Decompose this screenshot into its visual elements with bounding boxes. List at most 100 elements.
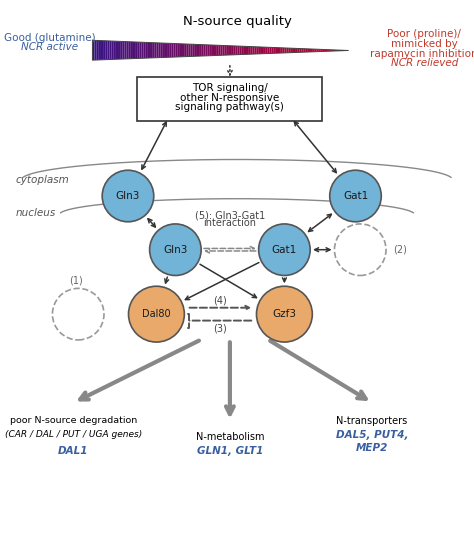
Polygon shape <box>237 46 240 55</box>
Polygon shape <box>308 49 310 52</box>
Polygon shape <box>192 44 195 56</box>
Polygon shape <box>146 42 148 58</box>
Polygon shape <box>137 42 139 59</box>
FancyBboxPatch shape <box>137 77 322 121</box>
Polygon shape <box>118 41 120 59</box>
Polygon shape <box>314 49 316 52</box>
Text: N-metabolism: N-metabolism <box>196 432 264 442</box>
Text: NCR relieved: NCR relieved <box>391 59 458 68</box>
Polygon shape <box>186 44 189 56</box>
Polygon shape <box>158 43 161 57</box>
Polygon shape <box>182 44 184 57</box>
Polygon shape <box>257 47 259 54</box>
Polygon shape <box>259 47 261 54</box>
Ellipse shape <box>102 170 154 222</box>
Polygon shape <box>310 49 312 52</box>
Polygon shape <box>216 45 218 55</box>
Polygon shape <box>293 48 295 53</box>
Polygon shape <box>331 50 333 51</box>
Polygon shape <box>135 42 137 59</box>
Polygon shape <box>242 46 244 54</box>
Polygon shape <box>244 46 246 54</box>
Polygon shape <box>161 43 163 57</box>
Ellipse shape <box>256 286 312 342</box>
Polygon shape <box>336 50 338 51</box>
Polygon shape <box>255 47 257 54</box>
Polygon shape <box>114 41 116 60</box>
Polygon shape <box>316 49 319 52</box>
Text: Poor (proline)/: Poor (proline)/ <box>387 30 461 39</box>
Text: other N-responsive: other N-responsive <box>180 93 280 103</box>
Ellipse shape <box>259 224 310 275</box>
Polygon shape <box>133 42 135 59</box>
Polygon shape <box>148 42 150 58</box>
Polygon shape <box>261 47 263 54</box>
Polygon shape <box>210 45 212 56</box>
Polygon shape <box>191 44 192 56</box>
Text: Gln3: Gln3 <box>163 245 188 255</box>
Polygon shape <box>144 42 146 58</box>
Text: Gat1: Gat1 <box>272 245 297 255</box>
Polygon shape <box>220 46 223 55</box>
Text: Good (glutamine): Good (glutamine) <box>4 33 96 42</box>
Polygon shape <box>107 41 109 60</box>
Polygon shape <box>163 43 165 57</box>
Polygon shape <box>152 42 155 58</box>
Text: poor N-source degradation: poor N-source degradation <box>10 416 137 425</box>
Polygon shape <box>233 46 236 55</box>
Polygon shape <box>184 44 186 57</box>
Polygon shape <box>150 42 152 58</box>
Polygon shape <box>286 48 289 53</box>
Text: interaction: interaction <box>203 218 256 228</box>
Text: (CAR / DAL / PUT / UGA genes): (CAR / DAL / PUT / UGA genes) <box>5 430 142 439</box>
Polygon shape <box>165 43 167 57</box>
Ellipse shape <box>53 288 104 340</box>
Text: (4): (4) <box>213 295 228 305</box>
Text: rapamycin inhibition: rapamycin inhibition <box>370 49 474 59</box>
Polygon shape <box>116 41 118 59</box>
Polygon shape <box>178 43 180 57</box>
Polygon shape <box>99 40 101 60</box>
Ellipse shape <box>330 170 381 222</box>
Polygon shape <box>105 41 107 60</box>
Polygon shape <box>189 44 191 56</box>
Polygon shape <box>284 48 286 53</box>
Text: Gzf3: Gzf3 <box>273 309 296 319</box>
Polygon shape <box>109 41 112 60</box>
Polygon shape <box>263 47 265 54</box>
Polygon shape <box>338 50 340 51</box>
Text: NCR active: NCR active <box>21 42 78 52</box>
Polygon shape <box>141 42 144 59</box>
Text: DAL5, PUT4,: DAL5, PUT4, <box>336 430 408 440</box>
Text: N-transporters: N-transporters <box>337 416 408 426</box>
Polygon shape <box>214 45 216 55</box>
Polygon shape <box>155 43 156 58</box>
Polygon shape <box>225 46 227 55</box>
Polygon shape <box>127 42 128 59</box>
Polygon shape <box>276 48 278 53</box>
Polygon shape <box>304 49 306 52</box>
Polygon shape <box>312 49 314 52</box>
Polygon shape <box>236 46 237 55</box>
Polygon shape <box>227 46 229 55</box>
Polygon shape <box>223 46 225 55</box>
Polygon shape <box>265 47 267 54</box>
Text: DAL1: DAL1 <box>58 446 89 456</box>
Polygon shape <box>94 40 97 60</box>
Text: (3): (3) <box>213 323 228 333</box>
Text: signaling pathway(s): signaling pathway(s) <box>175 103 284 112</box>
Ellipse shape <box>128 286 184 342</box>
Polygon shape <box>139 42 141 59</box>
Polygon shape <box>112 41 114 60</box>
Text: TOR signaling/: TOR signaling/ <box>192 83 268 93</box>
Polygon shape <box>92 40 94 60</box>
Polygon shape <box>120 41 122 59</box>
Text: (1): (1) <box>69 275 83 286</box>
Polygon shape <box>131 42 133 59</box>
Polygon shape <box>340 50 342 51</box>
Polygon shape <box>156 43 158 58</box>
Polygon shape <box>180 43 182 57</box>
Polygon shape <box>231 46 233 55</box>
Polygon shape <box>218 45 220 55</box>
Polygon shape <box>306 49 308 52</box>
